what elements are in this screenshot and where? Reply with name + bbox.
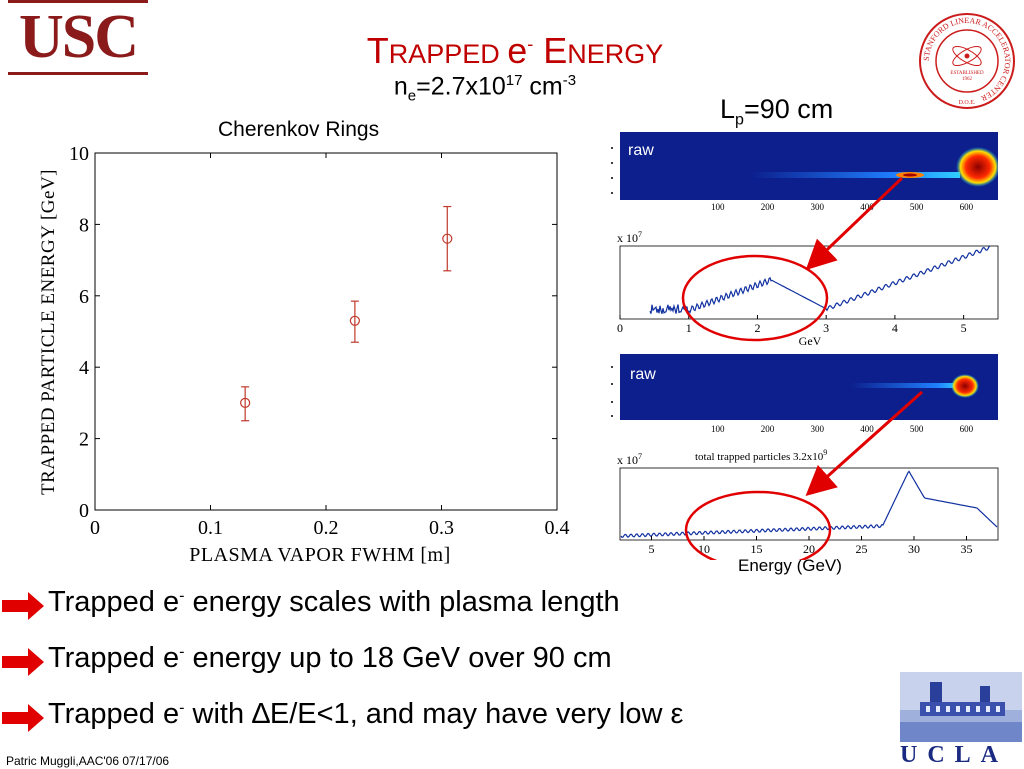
y-tick-label: 6 [79,286,89,308]
x-tick-label: 0.3 [429,517,454,539]
x-tick-label: 0 [90,517,100,539]
x-tick-label: 0.2 [314,517,339,539]
bullet-item: Trapped e- energy scales with plasma len… [2,586,822,626]
slac-seal-logo: STANFORD LINEAR ACCELERATOR CENTER ESTAB… [918,12,1016,110]
bullet-item: Trapped e- with ∆E/E<1, and may have ver… [2,698,822,738]
bullet-arrow-icon [2,592,44,620]
annotation-overlay [600,160,1020,560]
bullet-arrow-icon [2,648,44,676]
density-subtitle: ne=2.7x1017 cm-3 [330,72,640,104]
plot-area [95,153,557,510]
x-axis-label: PLASMA VAPOR FWHM [m] [189,544,451,566]
usc-logo: USC [8,0,148,76]
ucla-logo: UCLA [900,672,1024,768]
energy-vs-fwhm-chart: TRAPPED PARTICLE ENERGY [GeV] PLASMA VAP… [30,135,570,570]
bullet-arrow-icon [2,704,44,732]
y-axis-label: TRAPPED PARTICLE ENERGY [GeV] [38,169,59,495]
usc-logo-text: USC [8,6,148,68]
footer-credit: Patric Muggli,AAC'06 07/17/06 [6,754,169,768]
x-tick-label: 0.1 [198,517,223,539]
bullet-item: Trapped e- energy up to 18 GeV over 90 c… [2,642,822,682]
y-tick-label: 8 [79,214,89,236]
highlight-ellipse-top [683,256,827,340]
ucla-logo-text: UCLA [900,742,1024,769]
bullet-text: Trapped e- energy up to 18 GeV over 90 c… [48,642,612,675]
y-tick-label: 4 [79,357,89,379]
svg-text:D.O.E.: D.O.E. [959,100,976,106]
highlight-ellipse-bottom [686,492,830,560]
y-tick-label: 10 [69,143,89,165]
y-tick-label: 0 [79,500,89,522]
arrow-top [810,178,902,266]
plasma-length-label: Lp=90 cm [720,94,833,129]
svg-text:1962: 1962 [962,77,973,82]
bullet-text: Trapped e- with ∆E/E<1, and may have ver… [48,698,683,731]
bullet-text: Trapped e- energy scales with plasma len… [48,586,620,619]
svg-text:ESTABLISHED: ESTABLISHED [950,71,984,76]
y-tick-label: 2 [79,429,89,451]
x-tick-label: 0.4 [545,517,570,539]
slide-title: TRAPPED e- ENERGY [300,24,730,74]
arrow-bottom [810,392,922,492]
